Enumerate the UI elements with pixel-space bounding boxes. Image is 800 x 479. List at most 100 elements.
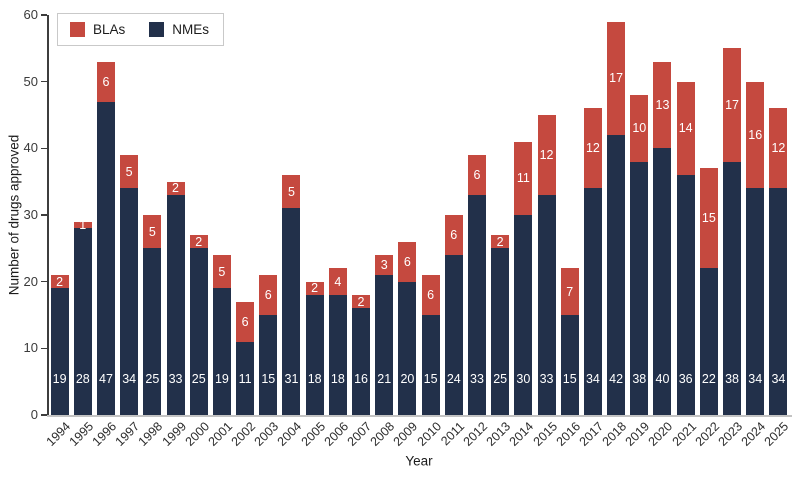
nmes-value-label: 33	[168, 372, 183, 386]
blas-value-label: 12	[771, 141, 786, 156]
blas-bar-segment	[212, 255, 231, 289]
blas-value-label: 12	[585, 141, 600, 156]
nmes-bar-segment	[444, 255, 463, 415]
blas-bar-segment	[421, 275, 440, 315]
nmes-bar-segment	[699, 268, 718, 415]
nmes-color-swatch	[149, 22, 165, 37]
nmes-value-label: 34	[122, 372, 137, 386]
blas-value-label: 2	[357, 294, 365, 309]
blas-value-label: 6	[450, 228, 458, 242]
nmes-value-label: 36	[678, 372, 693, 386]
nmes-bar-segment	[514, 215, 533, 415]
nmes-value-label: 21	[377, 372, 392, 386]
nmes-bar-segment	[189, 248, 208, 415]
blas-value-label: 6	[427, 288, 435, 302]
nmes-bar-segment	[352, 308, 371, 415]
y-tick-mark	[41, 347, 47, 350]
nmes-bar-segment	[630, 161, 649, 415]
blas-value-label: 17	[609, 71, 624, 86]
blas-bar-segment	[236, 301, 255, 342]
blas-value-label: 15	[701, 211, 716, 226]
nmes-value-label: 25	[493, 372, 508, 386]
nmes-value-label: 18	[307, 372, 322, 386]
blas-bar-segment	[560, 268, 579, 315]
nmes-value-label: 30	[516, 372, 531, 386]
blas-value-label: 2	[496, 234, 504, 249]
blas-bar-segment	[491, 235, 510, 249]
nmes-value-label: 40	[655, 372, 670, 386]
blas-bar-segment	[96, 61, 115, 102]
nmes-bar-segment	[305, 295, 324, 415]
nmes-bar-segment	[259, 315, 278, 415]
blas-value-label: 6	[473, 168, 481, 182]
blas-bar-segment	[398, 241, 417, 282]
nmes-value-label: 31	[284, 372, 299, 386]
nmes-bar-segment	[375, 275, 394, 415]
nmes-value-label: 47	[99, 372, 113, 386]
nmes-bar-segment	[120, 188, 139, 415]
blas-value-label: 5	[125, 164, 133, 179]
blas-bar-segment	[352, 295, 371, 309]
nmes-bar-segment	[467, 195, 486, 415]
blas-value-label: 5	[218, 264, 226, 279]
blas-bar-segment	[375, 255, 394, 275]
blas-bar-segment	[120, 155, 139, 189]
nmes-value-label: 38	[725, 372, 739, 386]
nmes-value-label: 34	[585, 372, 600, 386]
blas-bar-segment	[769, 108, 788, 189]
blas-value-label: 5	[148, 224, 156, 239]
blas-value-label: 2	[172, 181, 179, 196]
nmes-bar-segment	[236, 341, 255, 415]
blas-bar-segment	[143, 215, 162, 249]
nmes-bar-segment	[769, 188, 788, 415]
legend-item-nmes: NMEs	[149, 22, 209, 37]
blas-value-label: 14	[678, 121, 693, 136]
x-axis-line	[47, 415, 792, 417]
y-tick-mark	[41, 280, 47, 283]
y-axis-line	[47, 15, 49, 416]
nmes-value-label: 25	[145, 372, 160, 386]
blas-bar-segment	[537, 115, 556, 195]
legend-item-blas: BLAs	[70, 22, 125, 37]
nmes-bar-segment	[537, 195, 556, 415]
nmes-bar-segment	[282, 208, 301, 415]
blas-bar-segment	[746, 81, 765, 189]
nmes-value-label: 42	[609, 372, 624, 386]
blas-bar-segment	[467, 155, 486, 195]
blas-value-label: 17	[725, 98, 739, 112]
y-tick-label: 20	[23, 273, 38, 289]
blas-bar-segment	[73, 221, 92, 229]
y-tick-mark	[41, 14, 47, 16]
y-tick-mark	[41, 147, 47, 150]
y-tick-mark	[41, 80, 47, 83]
nmes-value-label: 22	[701, 372, 716, 386]
nmes-value-label: 20	[400, 372, 415, 386]
nmes-value-label: 38	[632, 372, 647, 386]
blas-value-label: 6	[403, 254, 411, 269]
blas-bar-segment	[50, 275, 69, 289]
nmes-value-label: 15	[562, 372, 577, 386]
legend-label-nmes: NMEs	[172, 22, 210, 37]
blas-bar-segment	[189, 235, 208, 249]
nmes-bar-segment	[676, 175, 695, 415]
blas-bar-segment	[723, 48, 742, 162]
nmes-bar-segment	[583, 188, 602, 415]
y-tick-label: 30	[23, 207, 38, 222]
blas-bar-segment	[305, 281, 324, 295]
blas-bar-segment	[653, 61, 672, 149]
nmes-value-label: 15	[261, 372, 276, 386]
blas-value-label: 6	[102, 74, 110, 89]
nmes-bar-segment	[96, 101, 115, 415]
blas-value-label: 12	[539, 148, 554, 162]
blas-value-label: 6	[264, 288, 272, 302]
blas-value-label: 1	[79, 218, 87, 232]
nmes-value-label: 19	[214, 372, 229, 386]
y-tick-mark	[41, 214, 47, 216]
nmes-bar-segment	[723, 161, 742, 415]
blas-value-label: 13	[655, 98, 670, 112]
legend: BLAs NMEs	[57, 13, 225, 46]
nmes-bar-segment	[50, 288, 69, 415]
y-tick-label: 60	[23, 7, 38, 22]
